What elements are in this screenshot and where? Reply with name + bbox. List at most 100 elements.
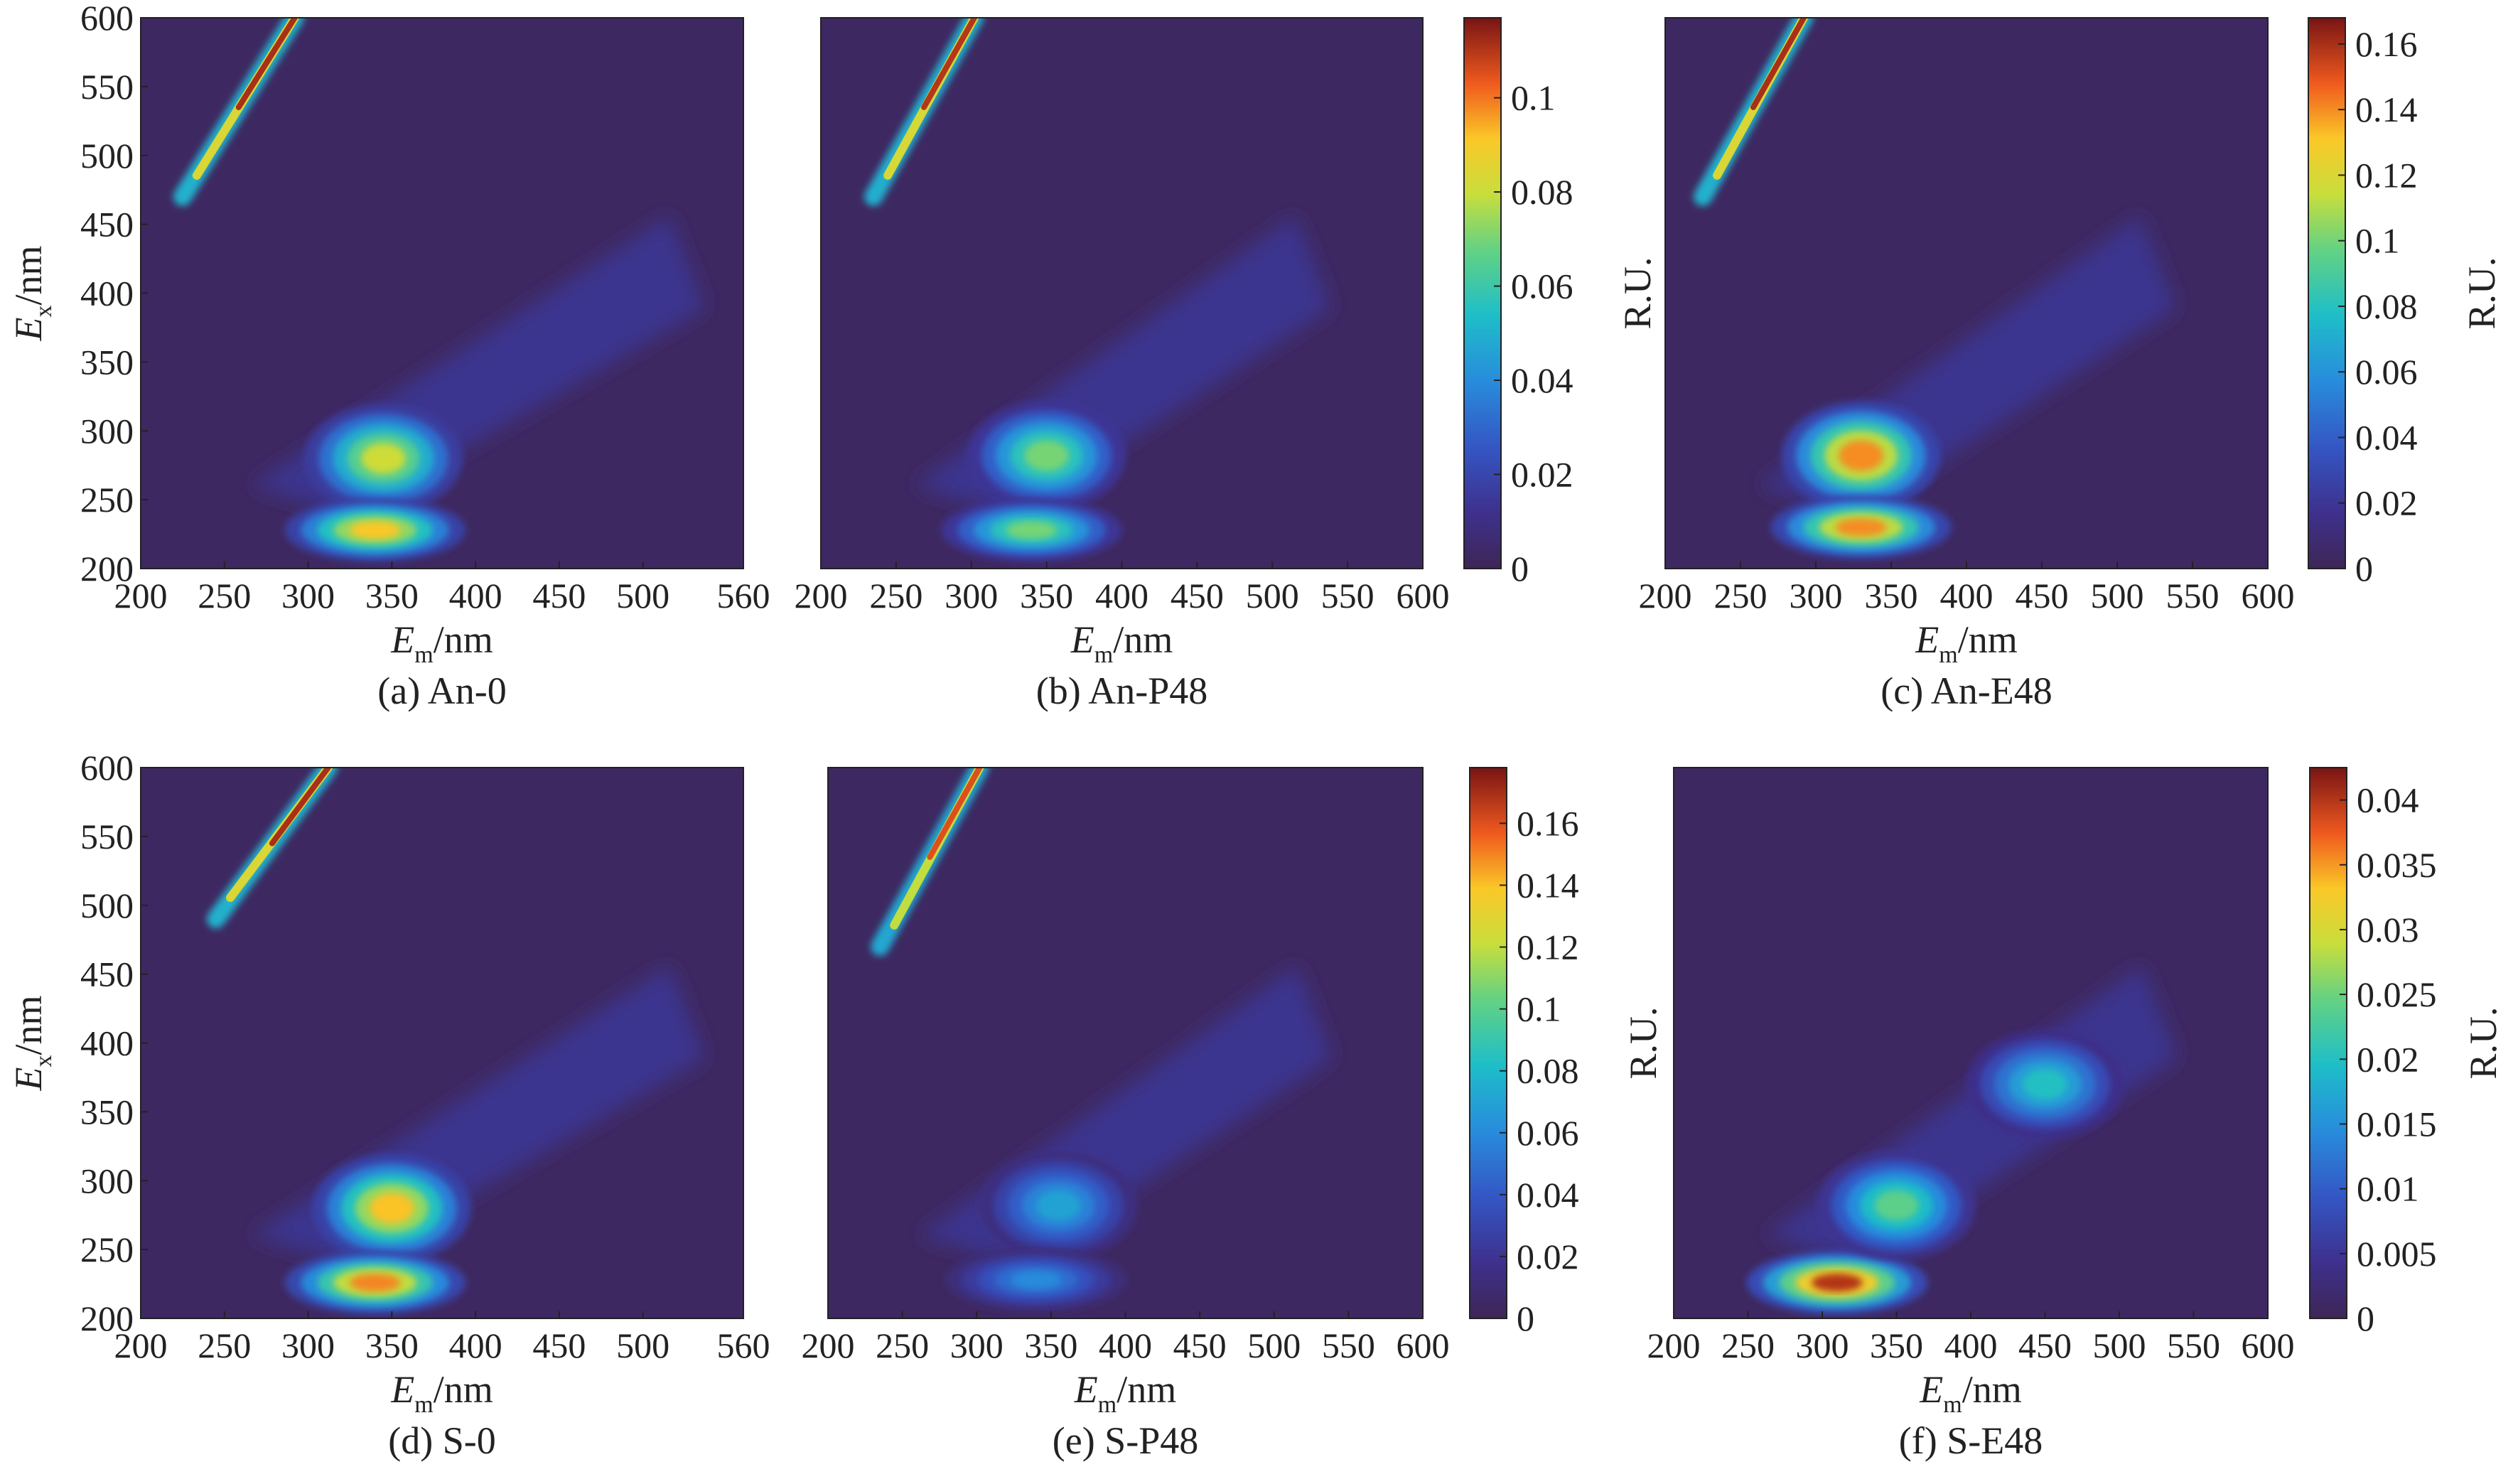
x-tick-label: 450: [2018, 1326, 2072, 1365]
heatmap-background: [821, 18, 1423, 569]
x-axis-label: Em/nm: [1915, 618, 2017, 668]
x-tick-label: 400: [1099, 1326, 1152, 1365]
colorbar-tick-label: 0.1: [2355, 221, 2400, 261]
colorbar: 0 0.02 0.04 0.06 0.08 0.1 0.12 0.14 0.16 R.U.: [2308, 17, 2503, 588]
y-tick-label: 450: [80, 205, 134, 244]
x-tick-label: 500: [1246, 576, 1299, 615]
x-tick-label: 600: [1397, 1326, 1450, 1365]
x-tick-label: 400: [449, 1326, 502, 1365]
colorbar-tick-label: 0.04: [1517, 1175, 1579, 1215]
colorbar-tick-label: 0.04: [2355, 417, 2418, 457]
x-tick-label: 350: [1870, 1326, 1923, 1365]
x-tick-label: 550: [1322, 1326, 1375, 1365]
colorbar-tick-label: 0.06: [1511, 267, 1573, 306]
x-tick-label: 600: [2242, 576, 2295, 615]
eem-panel-3: 200 250 300 350 400 450 500 550 600 Em/nm(c) An-E…: [1639, 17, 2503, 712]
x-axis-label: Em/nm: [1070, 618, 1173, 668]
peak-3: [871, 768, 989, 956]
y-tick-label: 600: [80, 0, 134, 38]
y-tick-label: 500: [80, 136, 134, 176]
x-tick-label: 350: [1024, 1326, 1077, 1365]
peak-3: [1966, 1030, 2124, 1139]
colorbar-tick-label: 0.16: [2355, 24, 2418, 64]
colorbar: 0 0.02 0.04 0.06 0.08 0.1 R.U.: [1463, 17, 1659, 588]
x-tick-label: 500: [616, 576, 669, 615]
x-tick-label: 250: [198, 576, 251, 615]
colorbar-label: R.U.: [2460, 257, 2503, 329]
y-tick-label: 550: [80, 817, 134, 856]
x-tick-label: 550: [2167, 1326, 2220, 1365]
peak-1: [304, 404, 463, 513]
y-tick-label: 300: [80, 1161, 134, 1200]
peak-1: [979, 1151, 1138, 1260]
x-tick-label: 500: [616, 1326, 669, 1365]
y-tick-label: 250: [80, 1230, 134, 1269]
peak-3: [207, 768, 338, 929]
colorbar-tick-label: 0.08: [1517, 1051, 1579, 1091]
colorbar-label: R.U.: [1622, 1006, 1664, 1079]
x-tick-label: 560: [717, 576, 770, 615]
colorbar-tick-label: 0.03: [2357, 910, 2419, 950]
x-axis-label: Em/nm: [1074, 1368, 1176, 1418]
eem-panel-6: 200 250 300 350 400 450 500 550 600 Em/nm(f) S-E4…: [1647, 767, 2504, 1462]
colorbar-tick-label: 0.02: [2357, 1039, 2419, 1079]
x-tick-label: 450: [532, 1326, 586, 1365]
x-tick-label: 500: [2093, 1326, 2146, 1365]
peak-2: [284, 1251, 466, 1315]
peak-1: [1746, 1251, 1928, 1315]
heatmap-background: [828, 768, 1423, 1318]
y-tick-label: 600: [80, 748, 134, 787]
y-axis-label: Ex/nm: [7, 245, 57, 341]
x-tick-label: 300: [945, 576, 998, 615]
x-tick-label: 500: [1247, 1326, 1301, 1365]
y-tick-label: 250: [80, 480, 134, 520]
x-tick-label: 200: [114, 1326, 168, 1365]
peak-1: [967, 401, 1126, 510]
x-tick-label: 450: [532, 576, 586, 615]
peak-3: [1694, 18, 1814, 206]
colorbar-tick-label: 0.06: [1517, 1113, 1579, 1153]
y-tick-label: 200: [80, 549, 134, 588]
colorbar-tick-label: 0.02: [2355, 483, 2418, 523]
panel-caption: (b) An-P48: [1036, 670, 1208, 712]
y-tick-label: 350: [80, 342, 134, 382]
x-tick-label: 400: [1095, 576, 1148, 615]
colorbar-tick-label: 0.025: [2357, 974, 2437, 1014]
x-tick-label: 300: [1796, 1326, 1849, 1365]
peak-2: [941, 498, 1122, 562]
x-tick-label: 200: [114, 576, 168, 615]
peak-3: [864, 18, 984, 206]
peak-2: [1770, 495, 1952, 559]
x-tick-label: 550: [1321, 576, 1374, 615]
colorbar-tick-label: 0.12: [1517, 928, 1579, 967]
x-tick-label: 550: [2166, 576, 2220, 615]
x-tick-label: 350: [1020, 576, 1073, 615]
x-tick-label: 600: [1397, 576, 1450, 615]
colorbar-tick-label: 0.02: [1511, 455, 1573, 495]
x-tick-label: 400: [1944, 1326, 1998, 1365]
x-tick-label: 600: [2242, 1326, 2295, 1365]
colorbar-tick-label: 0.08: [1511, 172, 1573, 212]
colorbar-tick-label: 0.14: [1517, 865, 1579, 905]
x-tick-label: 250: [1721, 1326, 1775, 1365]
panel-caption: (e) S-P48: [1053, 1419, 1198, 1462]
x-tick-label: 200: [1647, 1326, 1701, 1365]
x-tick-label: 400: [1940, 576, 1994, 615]
colorbar-tick-label: 0.16: [1517, 803, 1579, 843]
peak-1: [1782, 401, 1940, 510]
colorbar-tick-label: 0: [2357, 1298, 2374, 1338]
heatmap-background: [1674, 768, 2268, 1318]
x-axis-label: Em/nm: [390, 1368, 493, 1418]
colorbar-tick-label: 0.005: [2357, 1234, 2437, 1274]
x-tick-label: 560: [717, 1326, 770, 1365]
x-tick-label: 300: [281, 576, 335, 615]
colorbar-tick-label: 0.06: [2355, 352, 2418, 392]
y-tick-label: 550: [80, 67, 134, 107]
y-tick-label: 500: [80, 886, 134, 925]
x-tick-label: 250: [869, 576, 922, 615]
panel-caption: (d) S-0: [388, 1419, 495, 1462]
x-tick-label: 400: [449, 576, 502, 615]
x-tick-label: 350: [365, 1326, 419, 1365]
colorbar-tick-label: 0.1: [1517, 989, 1561, 1029]
x-tick-label: 500: [2091, 576, 2144, 615]
